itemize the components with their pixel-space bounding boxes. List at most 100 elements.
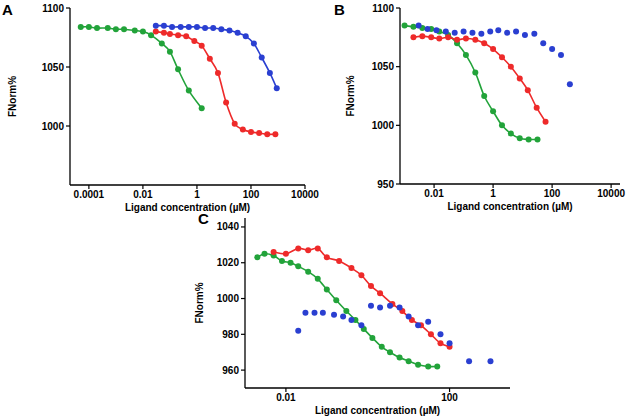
x-axis-line: [400, 183, 620, 184]
data-point: [425, 26, 431, 32]
data-point: [487, 28, 493, 34]
data-point: [387, 349, 393, 355]
data-point: [320, 310, 326, 316]
data-point: [428, 331, 434, 337]
y-tick-label: 950: [377, 179, 394, 190]
data-point: [508, 131, 514, 137]
x-tick-label: 100: [243, 189, 260, 200]
y-tick: [66, 66, 70, 67]
data-point: [271, 249, 277, 255]
y-tick-label: 1100: [372, 3, 394, 14]
data-point: [428, 34, 434, 40]
x-tick-label: 10000: [597, 188, 625, 199]
data-point: [161, 30, 167, 36]
plot-area: [78, 23, 280, 138]
data-point: [463, 36, 469, 42]
data-point: [295, 245, 301, 251]
data-point: [288, 260, 294, 266]
data-point: [437, 331, 443, 337]
data-point: [186, 88, 192, 94]
y-tick-label: 1100: [42, 3, 64, 14]
data-point: [525, 87, 531, 93]
x-tick-label: 0.01: [424, 188, 444, 199]
data-point: [416, 23, 422, 29]
data-point: [481, 93, 487, 99]
data-point: [94, 25, 100, 31]
panel: 0.01110010000950100010501100Ligand conce…: [334, 1, 625, 212]
data-point: [251, 40, 257, 46]
data-point: [472, 70, 478, 76]
fit-line: [156, 32, 276, 135]
data-point: [549, 46, 555, 52]
data-point: [210, 25, 216, 31]
fit-line: [274, 248, 450, 347]
data-point: [324, 254, 330, 260]
data-point: [169, 24, 175, 30]
data-point: [434, 364, 440, 370]
data-point: [425, 319, 431, 325]
data-point: [534, 105, 540, 111]
data-point: [315, 245, 321, 251]
data-point: [499, 54, 505, 60]
data-point: [232, 121, 238, 127]
data-point: [264, 131, 270, 137]
data-point: [140, 29, 146, 35]
data-point: [567, 81, 573, 87]
data-point: [315, 276, 321, 282]
data-point: [305, 247, 311, 253]
plot-area: [402, 23, 573, 143]
data-point: [331, 312, 337, 318]
y-tick: [241, 334, 245, 335]
plot-area: [254, 245, 493, 369]
data-point: [535, 136, 541, 142]
data-point: [447, 340, 453, 346]
y-tick: [66, 7, 70, 8]
data-point: [121, 26, 127, 32]
data-point: [377, 290, 383, 296]
data-point: [517, 75, 523, 81]
data-point: [226, 27, 232, 33]
panel: 0.00010.01110010000100010501100Ligand co…: [2, 1, 319, 213]
data-point: [499, 122, 505, 128]
y-tick-label: 1050: [372, 61, 395, 72]
data-point: [312, 310, 318, 316]
y-tick-label: 1000: [42, 121, 65, 132]
data-point: [167, 31, 173, 37]
data-point: [215, 70, 221, 76]
data-point: [487, 358, 493, 364]
y-axis-line: [244, 218, 245, 388]
data-point: [513, 28, 519, 34]
panel: 0.01100960980100010201040Ligand concentr…: [194, 210, 510, 416]
data-point: [445, 34, 451, 40]
data-point: [148, 32, 154, 38]
x-axis-label: Ligand concentration (µM): [447, 201, 572, 212]
data-point: [267, 70, 273, 76]
y-tick-label: 960: [222, 365, 239, 376]
data-point: [340, 313, 346, 319]
data-point: [472, 37, 478, 43]
x-tick-label: 1: [194, 189, 200, 200]
fit-line: [257, 254, 437, 367]
data-point: [343, 308, 349, 314]
data-point: [478, 31, 484, 37]
data-point: [425, 364, 431, 370]
data-point: [379, 344, 385, 350]
panel-title: C: [198, 210, 209, 227]
data-point: [132, 27, 138, 33]
data-point: [202, 25, 208, 31]
data-point: [256, 130, 262, 136]
data-point: [194, 24, 200, 30]
data-point: [410, 24, 416, 30]
y-tick: [241, 262, 245, 263]
data-point: [178, 24, 184, 30]
x-tick-label: 0.0001: [74, 189, 105, 200]
data-point: [348, 265, 354, 271]
x-axis-label: Ligand concentration (µM): [125, 202, 250, 213]
data-point: [469, 30, 475, 36]
data-point: [454, 37, 460, 43]
fit-line: [156, 26, 277, 89]
data-point: [207, 56, 213, 62]
data-point: [415, 322, 421, 328]
data-point: [358, 322, 364, 328]
x-axis-line: [70, 184, 305, 185]
